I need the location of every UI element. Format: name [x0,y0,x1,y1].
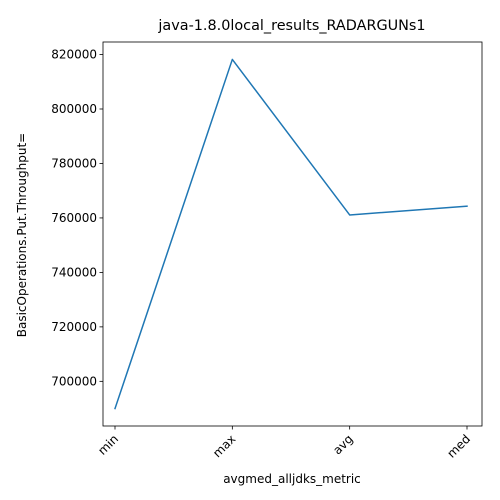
y-tick-label: 780000 [51,156,97,170]
y-tick-label: 740000 [51,265,97,279]
y-axis-title: BasicOperations.Put.Throughput= [15,133,29,337]
y-tick-label: 760000 [51,211,97,225]
x-axis-title: avgmed_alljdks_metric [223,472,361,486]
series-layer [114,58,468,410]
plot-area [102,41,483,427]
y-axis: 700000 720000 740000 760000 780000 800000 8200… [51,48,103,388]
y-tick-label: 720000 [51,320,97,334]
series-line [114,58,468,410]
plot-frame [102,41,483,427]
y-tick-label: 700000 [51,374,97,388]
y-tick-label: 800000 [51,102,97,116]
chart-title: java-1.8.0local_results_RADARGUNs1 [157,18,425,34]
y-tick-label: 820000 [51,48,97,62]
